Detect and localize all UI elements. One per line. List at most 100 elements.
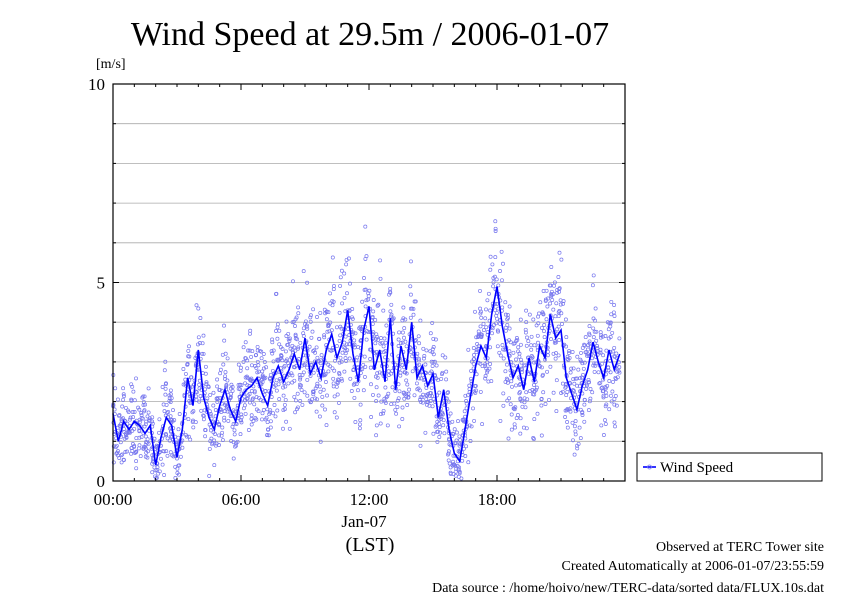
data-point xyxy=(357,426,362,431)
data-point xyxy=(558,302,563,307)
data-point xyxy=(532,417,537,422)
data-point xyxy=(571,389,576,393)
data-point xyxy=(137,443,142,448)
data-point xyxy=(362,354,367,359)
data-point xyxy=(335,392,340,397)
data-point xyxy=(304,323,309,328)
data-point xyxy=(215,384,220,389)
data-point xyxy=(536,314,541,319)
data-point xyxy=(134,436,139,441)
data-point xyxy=(553,314,558,319)
data-point xyxy=(411,306,416,311)
data-point xyxy=(551,291,556,296)
data-point xyxy=(194,303,199,308)
data-point xyxy=(454,430,459,435)
data-point xyxy=(421,346,426,351)
data-point xyxy=(136,405,141,410)
data-point xyxy=(593,306,598,311)
data-point xyxy=(207,446,212,451)
data-point xyxy=(245,376,250,380)
data-point xyxy=(164,449,169,454)
data-point xyxy=(582,402,587,407)
data-point xyxy=(424,385,429,390)
data-point xyxy=(612,303,617,307)
data-point xyxy=(168,450,173,455)
data-point xyxy=(435,439,440,444)
data-point xyxy=(498,418,503,423)
data-point xyxy=(523,405,528,410)
data-point xyxy=(501,261,505,266)
data-point xyxy=(381,411,386,416)
data-point xyxy=(503,379,508,384)
data-point xyxy=(157,430,161,435)
data-point xyxy=(565,425,570,430)
data-point xyxy=(275,408,280,413)
data-point xyxy=(501,391,506,396)
data-point xyxy=(319,353,324,358)
data-point xyxy=(563,317,568,322)
data-point xyxy=(587,399,592,404)
data-point xyxy=(239,415,244,420)
data-point xyxy=(326,362,331,367)
data-point xyxy=(342,271,347,276)
data-point xyxy=(607,379,612,383)
data-point xyxy=(375,375,380,380)
data-point xyxy=(238,432,243,437)
data-point xyxy=(293,348,298,353)
data-point xyxy=(274,291,279,296)
data-point xyxy=(146,449,150,454)
data-point xyxy=(609,399,614,404)
data-point xyxy=(515,337,520,342)
data-point xyxy=(440,412,445,417)
data-point xyxy=(555,290,560,295)
data-point xyxy=(446,390,451,395)
data-point xyxy=(154,467,159,472)
data-point xyxy=(613,394,618,398)
data-point xyxy=(485,360,490,365)
data-point xyxy=(536,321,541,326)
data-point xyxy=(591,326,596,331)
data-point xyxy=(565,356,570,361)
data-point xyxy=(468,439,473,443)
data-point xyxy=(545,369,550,374)
data-point xyxy=(492,274,497,279)
data-point xyxy=(215,377,220,382)
data-point xyxy=(370,315,375,319)
data-point xyxy=(269,395,274,399)
data-point xyxy=(503,300,508,305)
data-point xyxy=(332,283,336,288)
data-point xyxy=(545,353,550,358)
data-point xyxy=(323,372,328,377)
data-point xyxy=(295,407,299,412)
data-point xyxy=(323,380,328,384)
data-point xyxy=(441,423,446,428)
data-point xyxy=(514,339,519,343)
data-point xyxy=(573,392,578,397)
data-point xyxy=(577,425,582,430)
data-point xyxy=(511,350,516,355)
data-point xyxy=(384,395,389,400)
data-point xyxy=(493,308,498,313)
data-point xyxy=(337,338,342,343)
data-point xyxy=(310,329,315,334)
data-point xyxy=(460,458,465,463)
data-point xyxy=(184,434,189,439)
data-point xyxy=(448,465,453,470)
data-point xyxy=(418,318,423,323)
data-point xyxy=(142,408,147,413)
data-point xyxy=(291,279,295,284)
data-point xyxy=(342,295,347,300)
data-point xyxy=(168,388,173,393)
data-point xyxy=(379,336,383,340)
data-point xyxy=(378,258,383,263)
data-point xyxy=(400,417,405,421)
data-point xyxy=(325,329,330,334)
data-point xyxy=(340,350,345,355)
data-point xyxy=(417,341,422,346)
data-point xyxy=(576,367,581,372)
data-point xyxy=(305,365,310,370)
data-point xyxy=(187,354,192,359)
data-point xyxy=(170,453,175,458)
data-point xyxy=(260,411,265,416)
